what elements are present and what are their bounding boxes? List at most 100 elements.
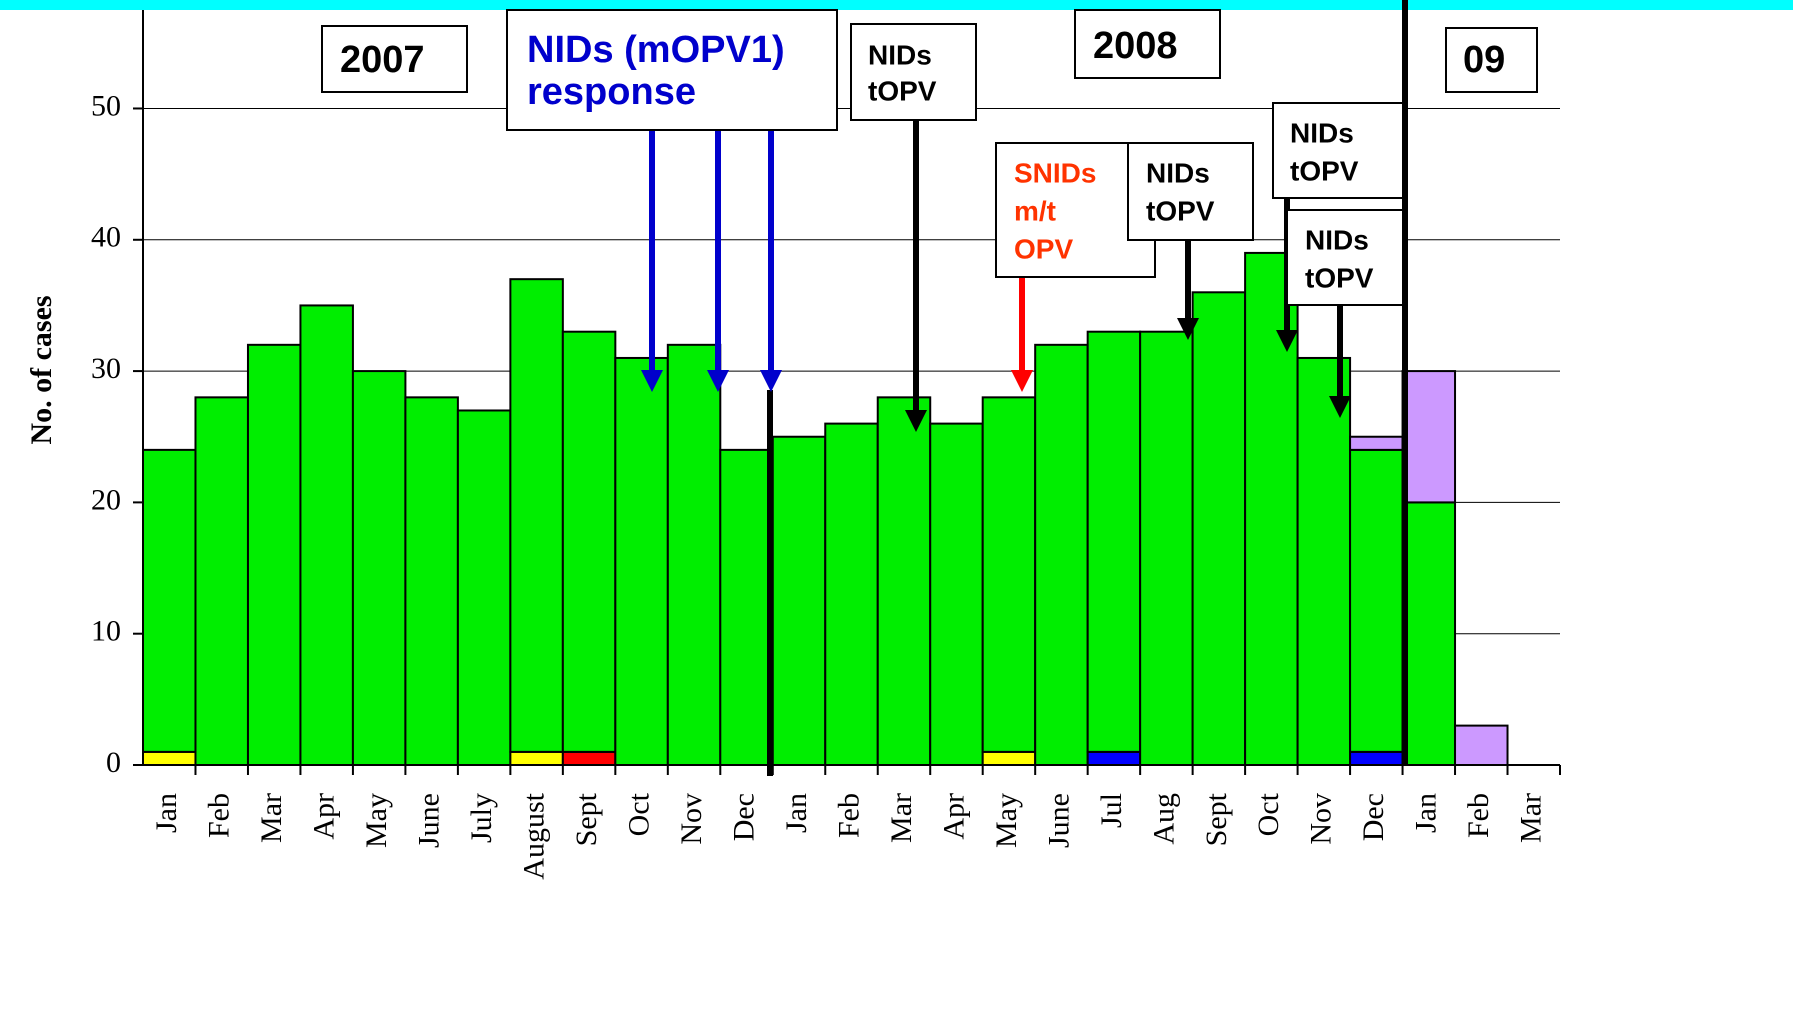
arrow-head <box>905 410 927 432</box>
y-axis-label: No. of cases <box>25 295 58 444</box>
arrow-head <box>707 370 729 392</box>
x-tick-label: Apr <box>308 793 341 840</box>
bar-segment <box>1139 330 1194 766</box>
annotation-text: tOPV <box>1290 155 1359 186</box>
x-tick-label: Dec <box>1357 793 1390 841</box>
bar-segment <box>509 750 564 767</box>
annotation-box <box>1127 142 1254 241</box>
x-tick-label: Mar <box>255 793 288 843</box>
x-tick-label: Feb <box>1462 793 1495 838</box>
bar-segment <box>299 304 354 766</box>
annotation-text: 2008 <box>1093 25 1178 67</box>
annotation-text: OPV <box>1014 233 1073 264</box>
annotation-box <box>1074 9 1221 79</box>
x-tick-label: Aug <box>1147 793 1180 845</box>
bar-segment <box>1349 435 1404 451</box>
arrow-head <box>1276 330 1298 352</box>
x-tick-label: Dec <box>727 793 760 841</box>
arrow-head <box>1011 370 1033 392</box>
y-tick-label: 30 <box>91 352 121 385</box>
bar-segment <box>824 422 879 766</box>
annotation-text: tOPV <box>868 75 937 106</box>
top-band <box>0 0 1793 10</box>
bar-segment <box>1401 501 1457 766</box>
x-tick-label: June <box>413 793 446 848</box>
bar-segment <box>351 370 407 766</box>
arrow-head <box>641 370 663 392</box>
bar-segment <box>194 396 249 766</box>
annotation-text: response <box>527 71 696 113</box>
bar-segment <box>719 448 774 766</box>
bar-segment <box>614 356 669 766</box>
x-tick-label: Jan <box>150 793 183 833</box>
bar-segment <box>1086 330 1142 753</box>
x-tick-label: Mar <box>1515 793 1548 843</box>
x-tick-label: Feb <box>203 793 236 838</box>
x-tick-label: July <box>465 793 498 843</box>
x-tick-label: Jan <box>780 793 813 833</box>
x-tick-label: Oct <box>622 792 655 836</box>
bar-segment <box>1191 291 1247 766</box>
annotation-text: tOPV <box>1146 195 1215 226</box>
arrow-head <box>1329 396 1351 418</box>
x-tick-label: Oct <box>1252 792 1285 836</box>
y-tick-label: 40 <box>91 221 121 254</box>
annotation-text: tOPV <box>1305 262 1374 293</box>
bar-segment <box>981 396 1037 753</box>
bar-segment <box>1349 448 1404 753</box>
annotation-box <box>506 9 838 131</box>
bar-segment <box>561 750 617 767</box>
y-tick-label: 20 <box>91 483 121 516</box>
annotation-text: 09 <box>1463 39 1505 81</box>
x-tick-label: May <box>990 793 1023 848</box>
x-tick-label: Apr <box>937 793 970 840</box>
annotation-box <box>1272 102 1404 199</box>
bar-segment <box>509 278 564 753</box>
bar-segment <box>929 422 984 766</box>
x-tick-label: June <box>1042 793 1075 848</box>
bar-segment <box>1401 370 1457 504</box>
y-tick-label: 10 <box>91 615 121 648</box>
x-tick-label: Jan <box>1410 793 1443 833</box>
bar-segment <box>561 330 617 753</box>
bar-segment <box>1086 750 1142 767</box>
x-tick-label: August <box>518 792 551 879</box>
x-tick-label: Nov <box>675 793 708 845</box>
bar-segment <box>981 750 1037 767</box>
x-tick-label: Mar <box>885 793 918 843</box>
bar-segment <box>1296 356 1352 766</box>
bar-segment <box>1454 724 1509 767</box>
bar-segment <box>771 435 827 766</box>
annotation-text: NIDs (mOPV1) <box>527 29 785 71</box>
bar-segment <box>456 409 512 766</box>
annotation-box <box>1445 27 1538 93</box>
bar-segment <box>404 396 459 766</box>
arrow-head <box>1177 318 1199 340</box>
y-tick-label: 0 <box>106 746 121 779</box>
bar-segment <box>666 343 722 766</box>
annotation-text: SNIDs <box>1014 157 1096 188</box>
annotation-box <box>1286 209 1404 306</box>
bar-segment <box>1349 750 1404 767</box>
bar-segment <box>142 448 197 753</box>
bar-segment <box>142 750 197 767</box>
x-tick-label: Feb <box>832 793 865 838</box>
x-tick-label: Jul <box>1095 793 1128 828</box>
annotation-text: m/t <box>1014 195 1056 226</box>
annotation-text: NIDs <box>1290 117 1354 148</box>
y-tick-label: 50 <box>91 89 121 122</box>
x-tick-label: Nov <box>1305 793 1338 845</box>
bar-segment <box>876 396 932 766</box>
x-tick-label: May <box>360 793 393 848</box>
bar-segment <box>1034 343 1089 766</box>
annotation-text: NIDs <box>1146 157 1210 188</box>
arrow-head <box>760 370 782 392</box>
annotation-box <box>850 23 977 121</box>
x-tick-label: Sept <box>1200 792 1233 846</box>
annotation-text: 2007 <box>340 39 425 81</box>
x-tick-label: Sept <box>570 792 603 846</box>
annotation-box <box>321 25 468 93</box>
annotation-text: NIDs <box>868 39 932 70</box>
bar-segment <box>246 343 302 766</box>
